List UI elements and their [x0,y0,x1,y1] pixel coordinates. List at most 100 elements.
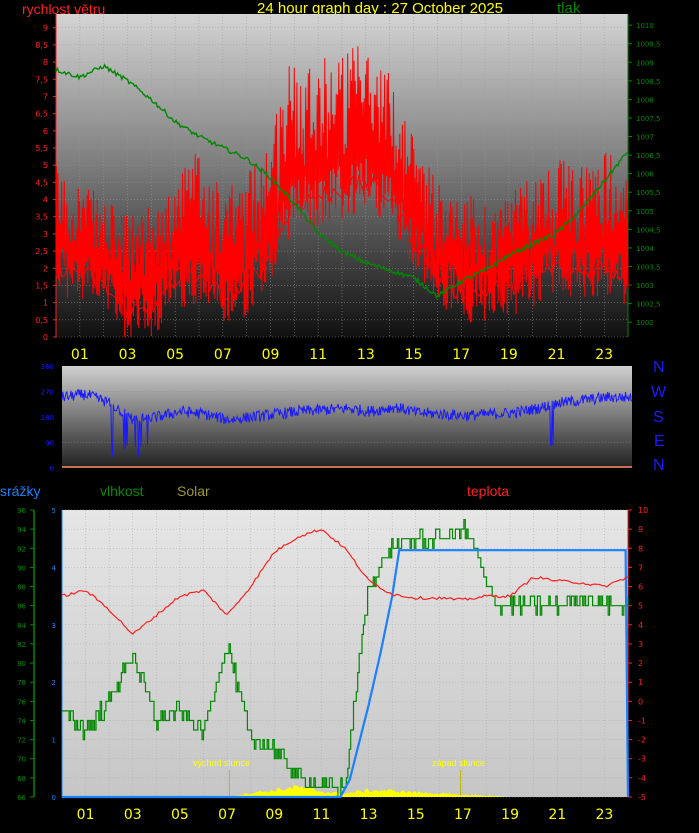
dir-letter-e: E [654,433,665,450]
pressure-tick-label: 1010 [636,22,654,30]
pressure-title: tlak [557,0,581,17]
pressure-tick-label: 1005 [636,208,654,216]
bottom-x-tick-label: 19 [501,807,519,823]
direction-tick-label: 0 [50,465,54,473]
wind-tick-label: 7 [43,92,48,101]
temperature-tick-label: 4 [638,621,643,630]
top-x-tick-label: 11 [309,347,327,363]
dir-letter-s: S [653,409,664,426]
wind-tick-label: 7,5 [35,75,48,84]
bottom-x-tick-label: 17 [454,807,472,823]
humidity-tick-label: 86 [17,603,26,611]
pressure-tick-label: 1009 [636,59,654,67]
pressure-tick-label: 1008,5 [636,78,661,86]
rain-tick-label: 1 [52,737,56,745]
humidity-tick-label: 70 [17,756,26,764]
top-x-tick-label: 05 [166,347,184,363]
humidity-tick-label: 68 [17,775,26,783]
wind-tick-label: 4,5 [35,178,48,187]
humidity-tick-label: 90 [17,564,26,572]
humidity-tick-label: 84 [17,622,26,630]
dir-letter-n-bottom: N [653,457,665,474]
temperature-tick-label: 3 [638,640,643,649]
temperature-line [61,529,629,635]
rain-tick-label: 2 [52,679,56,687]
wind-tick-label: 5 [43,161,48,170]
temperature-tick-label: -4 [638,774,646,783]
bottom-x-tick-label: 07 [218,807,236,823]
bottom-x-tick-label: 21 [548,807,566,823]
rain-line [62,549,630,799]
bottom-x-tick-label: 13 [360,807,378,823]
humidity-tick-label: 80 [17,660,26,668]
direction-tick-label: 90 [45,440,54,448]
wind-tick-label: 9 [43,24,48,33]
pressure-tick-label: 1007 [636,134,654,142]
rain-tick-label: 3 [52,622,56,630]
bottom-x-tick-label: 23 [596,807,614,823]
sunset-label: západ slunce [432,758,486,768]
direction-tick-label: 270 [41,389,54,397]
solar-area [62,784,628,797]
top-x-tick-label: 21 [548,347,566,363]
wind-direction-line [61,388,633,457]
sunrise-label: východ slunce [193,758,251,768]
wind-tick-label: 2 [43,264,48,273]
bottom-x-tick-label: 01 [77,807,95,823]
solar-title: Solar [177,483,210,499]
humidity-tick-label: 94 [17,526,26,534]
chart-title: 24 hour graph day : 27 October 2025 [257,0,504,17]
temperature-tick-label: -1 [638,716,646,725]
pressure-tick-label: 1007,5 [636,115,661,123]
top-x-tick-label: 01 [71,347,89,363]
humidity-tick-label: 66 [17,794,26,802]
top-x-tick-label: 03 [119,347,137,363]
bottom-x-tick-label: 03 [124,807,142,823]
humidity-tick-label: 76 [17,698,26,706]
top-x-tick-label: 15 [405,347,423,363]
temperature-tick-label: 2 [638,659,643,668]
pressure-tick-label: 1008 [636,96,654,104]
temperature-tick-label: 10 [638,506,648,515]
wind-tick-label: 8 [43,58,48,67]
top-x-tick-label: 07 [214,347,232,363]
pressure-tick-label: 1002,5 [636,301,661,309]
temperature-tick-label: 0 [638,697,643,706]
wind-tick-label: 1,5 [35,281,48,290]
wind-tick-label: 2,5 [35,247,48,256]
pressure-tick-label: 1002 [636,319,654,327]
temperature-tick-label: 9 [638,525,643,534]
bottom-plot-area [62,510,628,797]
humidity-line [62,519,629,798]
temperature-tick-label: 8 [638,544,643,553]
wind-speed-line [55,46,629,338]
temperature-tick-label: 1 [638,678,643,687]
direction-tick-label: 360 [41,363,54,371]
temperature-tick-label: -5 [638,793,646,802]
bottom-x-tick-label: 11 [313,807,331,823]
rain-tick-label: 4 [52,564,57,572]
rain-tick-label: 5 [52,507,56,515]
top-x-tick-label: 17 [452,347,470,363]
humidity-tick-label: 74 [17,717,26,725]
pressure-tick-label: 1004 [636,245,654,253]
humidity-tick-label: 96 [17,507,26,515]
bottom-x-tick-label: 15 [407,807,425,823]
wind-speed-title: rychlost větru [22,1,106,17]
pressure-line [55,63,629,300]
top-x-tick-label: 09 [262,347,280,363]
temperature-tick-label: 5 [638,602,643,611]
humidity-tick-label: 72 [17,737,26,745]
pressure-tick-label: 1003,5 [636,263,661,271]
top-x-tick-label: 19 [500,347,518,363]
dir-letter-n-top: N [653,359,665,376]
wind-tick-label: 6 [43,127,48,136]
bottom-x-tick-label: 09 [265,807,283,823]
temperature-tick-label: -2 [638,736,646,745]
wind-tick-label: 0 [43,333,48,342]
bottom-x-tick-label: 05 [171,807,189,823]
pressure-tick-label: 1006,5 [636,152,661,160]
wind-tick-label: 3,5 [35,213,48,222]
wind-tick-label: 3 [43,230,48,239]
dir-letter-w: W [651,384,667,401]
